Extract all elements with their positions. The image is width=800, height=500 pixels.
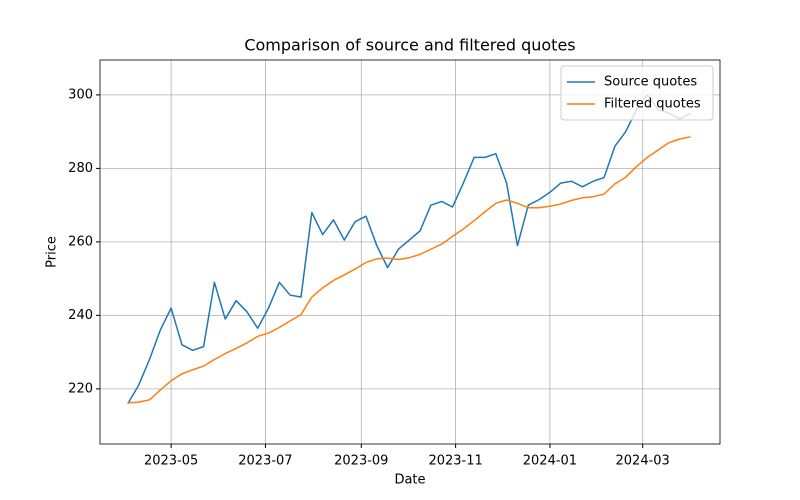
x-tick-label: 2023-09 xyxy=(334,454,388,469)
x-tick-label: 2024-03 xyxy=(616,454,670,469)
y-tick-label: 300 xyxy=(68,87,93,102)
y-axis-label: Price xyxy=(45,236,60,268)
x-tick-label: 2023-05 xyxy=(144,454,198,469)
legend-label: Source quotes xyxy=(604,75,697,90)
y-tick-label: 220 xyxy=(68,381,93,396)
legend-box xyxy=(560,65,714,121)
y-tick-label: 260 xyxy=(68,234,93,249)
legend-label: Filtered quotes xyxy=(604,97,701,112)
x-tick-label: 2023-11 xyxy=(428,454,482,469)
y-tick-label: 280 xyxy=(68,161,93,176)
x-tick-label: 2024-01 xyxy=(523,454,577,469)
series-line xyxy=(127,94,691,404)
x-axis-label: Date xyxy=(394,473,425,488)
grid xyxy=(100,60,720,444)
x-tick-label: 2023-07 xyxy=(238,454,292,469)
series-line xyxy=(127,136,691,404)
plot-frame xyxy=(99,59,721,445)
y-tick-label: 240 xyxy=(68,308,93,323)
chart-title: Comparison of source and filtered quotes xyxy=(244,36,575,55)
